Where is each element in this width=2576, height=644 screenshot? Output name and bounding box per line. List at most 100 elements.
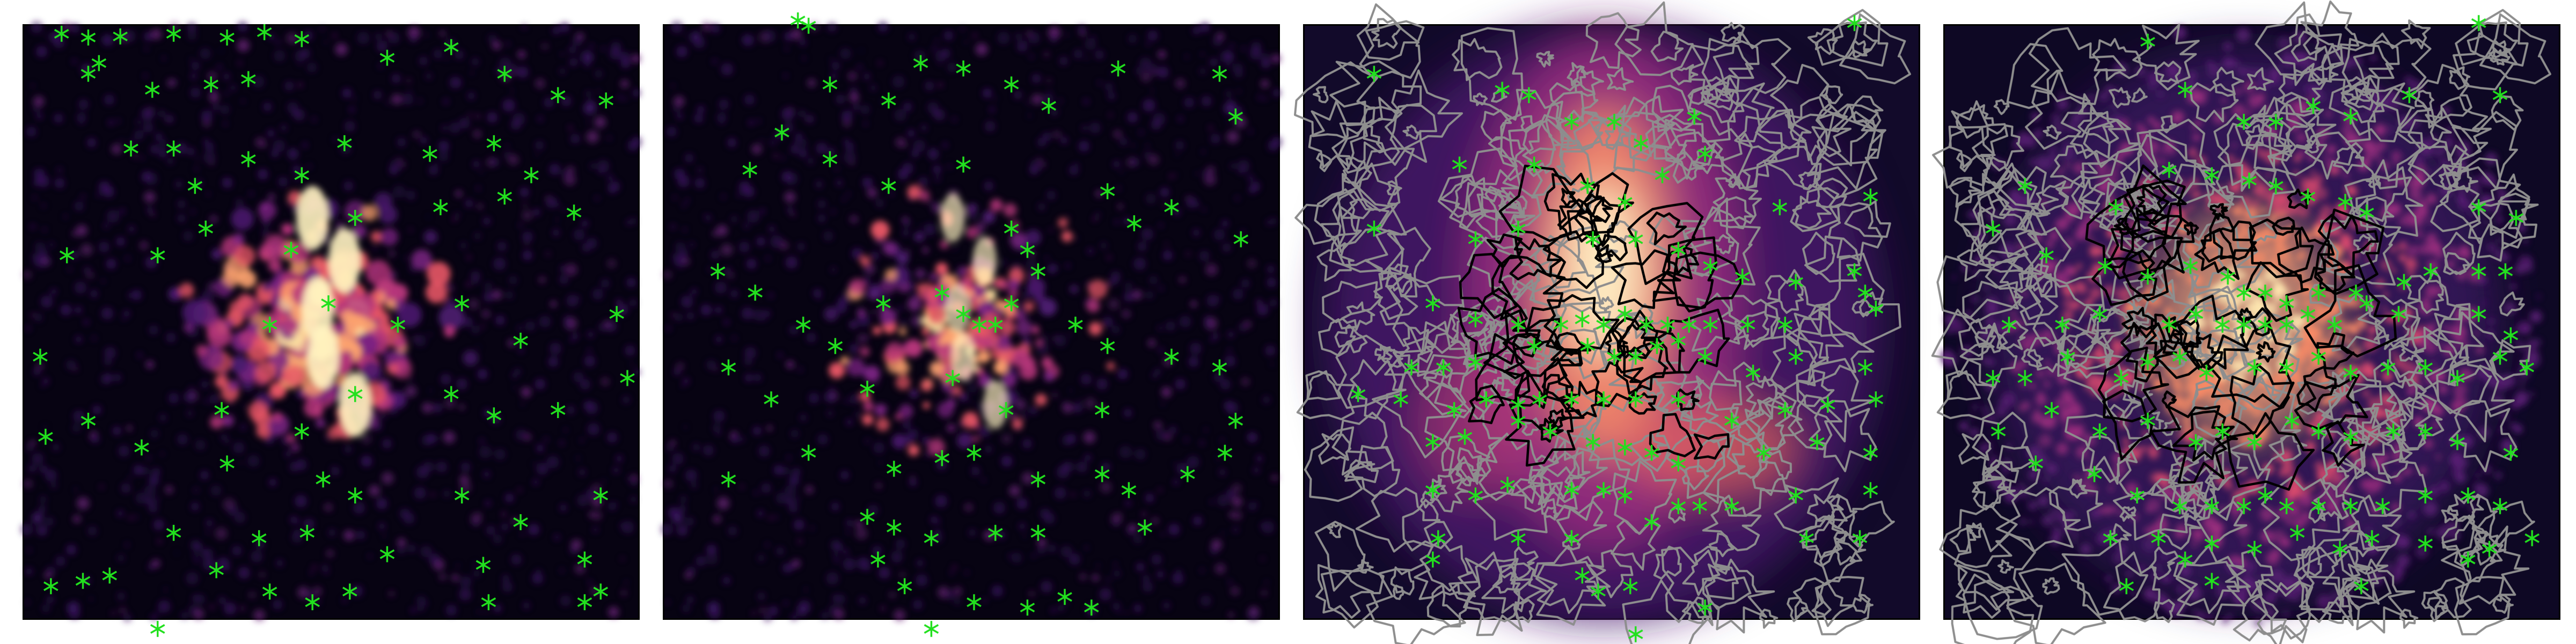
p1-star-marker [54,26,69,42]
p4-star-marker [2204,573,2220,589]
p4-star-marker [2188,434,2204,450]
p3-star-marker [1692,498,1707,515]
p3-star-marker [1724,498,1739,515]
p4-star-marker [2300,306,2316,322]
p2-star-marker [1094,466,1110,482]
p1-star-marker [379,49,395,66]
p4-star-marker [2396,274,2412,290]
p1-star-marker [33,348,48,365]
p2-star-marker [956,60,971,77]
p3-star-marker [1618,306,1633,322]
p3-star-marker [1366,221,1382,237]
p4-star-marker [2279,359,2294,376]
p4-star-marker [2097,258,2113,274]
p4-star-marker [2289,524,2305,541]
p3-star-marker [1591,583,1606,600]
p3-star-marker [1745,364,1761,381]
p4-star-marker [2247,359,2262,376]
p4-star-marker [2471,306,2486,322]
p3-star-marker [1511,397,1526,413]
p1-star-marker [347,487,363,504]
p1-star-marker [433,199,448,216]
p4-star-marker [2492,87,2508,104]
p3-star-marker [1697,599,1713,616]
p3-star-marker [1542,423,1558,440]
p1-star-marker [577,594,592,611]
p1-star-marker [486,135,502,151]
p2-star-marker [870,551,885,568]
p3-star-marker [1772,199,1788,216]
p3-star-marker [1863,482,1878,499]
p3-star-marker [1788,487,1803,504]
p3-star-marker [1655,167,1670,184]
p2-star-marker [1212,359,1227,376]
p1-star-marker [294,31,310,47]
p2-star-marker [1164,348,1179,365]
p4-star-marker [2236,317,2251,333]
p3-star-marker [1452,156,1467,173]
p4-star-marker [2343,498,2358,515]
p4-star-marker [2119,578,2134,595]
p3-star-marker [1585,434,1600,450]
p1-star-marker [113,28,128,45]
p3-star-marker [1618,439,1633,456]
p3-star-marker [1618,487,1633,504]
p2-star-marker [1137,519,1153,536]
p1-star-marker [454,295,470,312]
p2-star-marker [742,162,758,178]
p3-star-marker [1799,530,1814,546]
p3-star-marker [1596,391,1611,408]
p4-star-marker [1985,221,2001,237]
p1-star-marker [497,65,513,82]
p3-star-marker [1553,317,1569,333]
p2-star-marker [1110,60,1126,77]
p1-star-marker [347,210,363,226]
p4-star-marker [2354,578,2369,595]
p4-star-marker [2471,263,2486,280]
p4-star-marker [2306,98,2321,114]
p2-star-marker [1030,263,1046,280]
p2-star-marker [913,55,928,71]
p3-star-marker [1521,87,1536,104]
p1-star-marker [43,578,58,595]
p2-star-marker [1057,589,1072,605]
p3-star-marker [1580,178,1596,194]
p2-star-marker [1217,444,1233,461]
p2-star-marker [801,444,816,461]
p1-star-marker [241,71,256,87]
p3-star-marker [1511,413,1526,429]
p4-star-marker [2418,423,2433,440]
p3-star-marker [1580,338,1596,354]
p2-star-marker [1004,221,1019,237]
p4-star-marker [2418,359,2433,376]
p4-star-marker [2364,530,2380,546]
p2-star-marker [987,317,1003,333]
p1-star-marker [316,471,331,488]
p3-star-marker [1511,317,1526,333]
p2-star-marker [998,402,1014,419]
p4-star-marker [2268,178,2284,194]
p1-star-marker [513,332,528,349]
p2-star-marker [1020,241,1035,258]
p2-star-marker [886,460,902,477]
p4-star-marker [2348,284,2363,301]
p4-star-marker [2183,258,2198,274]
p4-star-marker [2359,295,2374,312]
p2-star-marker [967,444,982,461]
p4-star-marker [2279,317,2294,333]
p1-star-marker [80,413,96,429]
p4-star-marker [2177,82,2193,98]
p4-star-marker [2380,359,2396,376]
p3-star-marker [1671,455,1686,472]
p4-star-marker [2162,162,2177,178]
p1-star-marker [294,423,310,440]
p1-star-marker [598,92,614,109]
p3-star-marker [1638,317,1654,333]
p4-star-marker [2172,498,2187,515]
p1-star-marker [486,407,502,423]
p4-star-marker [2338,194,2353,210]
p2-star-marker [1068,317,1083,333]
p4-star-marker [2311,348,2326,365]
panel-2-canvas [661,12,1282,637]
p3-star-marker [1777,402,1793,419]
